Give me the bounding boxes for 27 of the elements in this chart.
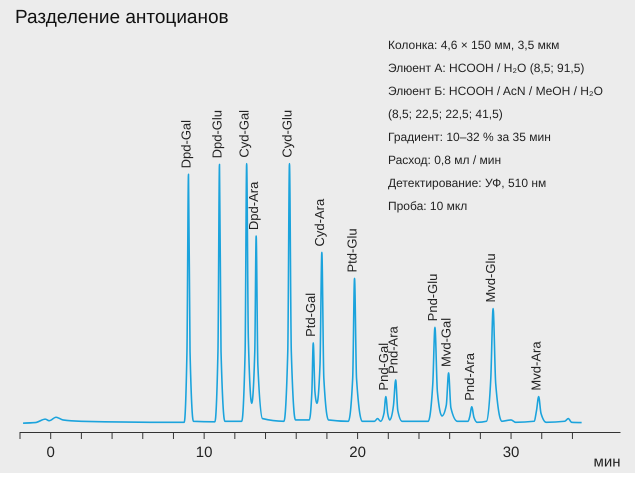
x-tick-label: 0 — [46, 444, 55, 461]
annotation: Детектирование: УФ, 510 нм — [388, 176, 546, 190]
text: (8,5; 22,5; 22,5; 41,5) — [388, 107, 503, 121]
text: Элюент А: HCOOH / H₂O (8,5; 91,5) — [388, 61, 584, 75]
x-axis-title: мин — [594, 454, 620, 470]
annotation: Dpd-Ara — [246, 180, 262, 230]
x-tick-label: 10 — [196, 444, 212, 461]
text: Градиент: 10–32 % за 35 мин — [388, 130, 551, 144]
annotation: Dpd-Gal — [178, 120, 194, 168]
annotation: Проба: 10 мкл — [388, 199, 468, 213]
x-tick-label: 20 — [349, 444, 366, 461]
chart-title: Разделение антоцианов — [15, 7, 229, 28]
annotation: Ptd-Gal — [303, 292, 318, 337]
annotation: Ptd-Glu — [344, 228, 360, 272]
annotation: Cyd-Glu — [279, 110, 294, 158]
annotation: Dpd-Glu — [209, 110, 224, 158]
annotation: Расход: 0,8 мл / мин — [388, 153, 502, 167]
annotation: Pnd-Ara — [462, 352, 477, 401]
annotation: Mvd-Glu — [483, 253, 498, 303]
text: Элюент Б: HCOOH / AcN / MeOH / H₂O — [388, 84, 603, 98]
annotation: Mvd-Ara — [528, 340, 544, 391]
annotation: Pnd-Glu — [424, 274, 440, 322]
x-tick-label: 30 — [502, 444, 520, 461]
annotation: Cyd-Gal — [236, 110, 252, 158]
annotation: Cyd-Ara — [312, 198, 327, 246]
annotation: Mvd-Gal — [438, 318, 454, 367]
text: Колонка: 4,6 × 150 мм, 3,5 мкм — [388, 38, 560, 52]
